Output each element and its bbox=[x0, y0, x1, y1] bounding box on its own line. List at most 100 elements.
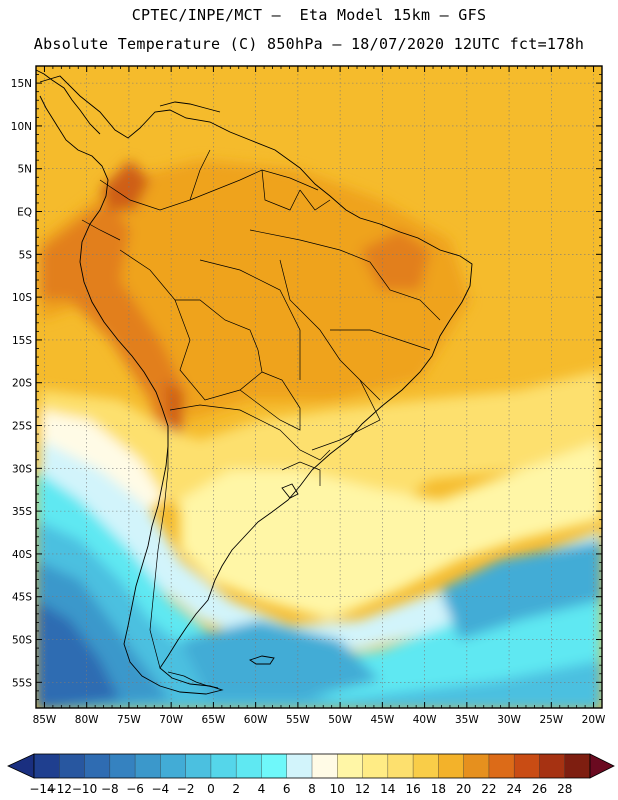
lon-label: 80W bbox=[75, 714, 99, 726]
colorbar-label: −2 bbox=[177, 782, 195, 796]
lon-label: 25W bbox=[539, 714, 563, 726]
colorbar-swatch bbox=[362, 754, 389, 778]
colorbar-label: 16 bbox=[405, 782, 420, 796]
colorbar-label: 0 bbox=[207, 782, 215, 796]
colorbar-label: 24 bbox=[507, 782, 522, 796]
colorbar-swatch bbox=[185, 754, 212, 778]
lagoa-dos-patos bbox=[281, 483, 299, 499]
lat-label: 50S bbox=[12, 635, 32, 647]
field-andes-hot2 bbox=[165, 380, 185, 440]
lat-label: EQ bbox=[17, 207, 32, 219]
border-guianas bbox=[261, 169, 331, 211]
border-venezuela-brazil bbox=[189, 169, 319, 201]
lat-label: 15N bbox=[11, 78, 32, 90]
lon-label: 75W bbox=[117, 714, 141, 726]
colorbar-swatch bbox=[438, 754, 464, 778]
field-cold-east bbox=[440, 540, 602, 640]
colorbar-label: −12 bbox=[47, 782, 72, 796]
lon-label: 55W bbox=[286, 714, 310, 726]
colorbar-swatch bbox=[135, 754, 161, 778]
temperature-field bbox=[36, 66, 602, 708]
colorbar-swatch bbox=[59, 754, 85, 778]
colorbar: −14−12 −10 −8 −6 −4 −2 0 2 4 6 8 10 12 14 16 18 20 22 24 26… bbox=[7, 753, 615, 796]
colorbar-swatch bbox=[261, 754, 288, 778]
colorbar-label: 6 bbox=[283, 782, 291, 796]
colorbar-swatch bbox=[413, 754, 439, 778]
colorbar-swatch bbox=[488, 754, 515, 778]
latitude-axis: 15N 10N 5N EQ 5S 10S 15S 20S 25S 30S 35S 40S 45S 50S 5… bbox=[11, 65, 602, 700]
colorbar-label: 8 bbox=[308, 782, 316, 796]
lat-label: 25S bbox=[12, 421, 32, 433]
colorbar-label: 28 bbox=[557, 782, 572, 796]
colorbar-swatch bbox=[109, 754, 136, 778]
central-america-coast bbox=[36, 69, 101, 135]
tierra-del-fuego bbox=[167, 671, 219, 689]
lon-label: 30W bbox=[497, 714, 521, 726]
field-colder bbox=[36, 520, 602, 708]
border-uruguay bbox=[281, 461, 321, 486]
lat-label: 15S bbox=[12, 335, 32, 347]
colorbar-label: 22 bbox=[481, 782, 496, 796]
border-brazil-states-1 bbox=[249, 229, 441, 321]
lon-label: 70W bbox=[159, 714, 183, 726]
colorbar-label: −8 bbox=[101, 782, 119, 796]
lon-label: 60W bbox=[244, 714, 268, 726]
field-ne-hot bbox=[360, 230, 430, 290]
border-paraguay bbox=[239, 371, 301, 431]
lat-label: 10S bbox=[12, 292, 32, 304]
field-andes-hottest bbox=[100, 160, 150, 210]
colorbar-label: −14 bbox=[29, 782, 54, 796]
colorbar-swatch bbox=[539, 754, 566, 778]
colorbar-swatch bbox=[564, 754, 591, 778]
colorbar-swatch bbox=[210, 754, 237, 778]
coastlines bbox=[36, 69, 473, 695]
lat-label: 45S bbox=[12, 592, 32, 604]
field-coldest2 bbox=[36, 600, 120, 708]
lat-label: 20S bbox=[12, 378, 32, 390]
colorbar-label: 12 bbox=[355, 782, 370, 796]
lat-label: 55S bbox=[12, 677, 32, 689]
caribbean-coast bbox=[159, 101, 221, 113]
colorbar-label: 20 bbox=[456, 782, 471, 796]
colorbar-label: −10 bbox=[72, 782, 97, 796]
colorbar-label: −6 bbox=[126, 782, 144, 796]
south-america-coast bbox=[39, 75, 473, 695]
map-subtitle: Absolute Temperature (C) 850hPa – 18/07/… bbox=[33, 35, 585, 53]
lat-label: 10N bbox=[11, 121, 32, 133]
border-brazil-states-2 bbox=[279, 259, 381, 401]
colorbar-low-arrow bbox=[7, 753, 35, 779]
colorbar-swatch bbox=[387, 754, 414, 778]
lat-label: 30S bbox=[12, 463, 32, 475]
colorbar-swatch bbox=[84, 754, 111, 778]
colorbar-label: −4 bbox=[152, 782, 170, 796]
border-argentina-chile bbox=[149, 430, 169, 669]
colorbar-swatch bbox=[236, 754, 262, 778]
border-argentina-north bbox=[169, 404, 331, 461]
plot-frame bbox=[35, 65, 603, 709]
colorbar-label: 2 bbox=[232, 782, 240, 796]
map-title: CPTEC/INPE/MCT – Eta Model 15km – GFS bbox=[131, 6, 487, 24]
border-brazil-states-4 bbox=[330, 329, 431, 351]
lat-label: 5N bbox=[17, 164, 32, 176]
lon-label: 65W bbox=[202, 714, 226, 726]
lon-label: 20W bbox=[582, 714, 606, 726]
colorbar-swatch bbox=[312, 754, 338, 778]
colorbar-swatch bbox=[34, 754, 60, 778]
colorbar-label: 26 bbox=[532, 782, 547, 796]
lat-label: 5S bbox=[19, 249, 33, 261]
falklands bbox=[248, 655, 275, 665]
border-brazil-states-5 bbox=[311, 379, 381, 451]
field-andes-hot bbox=[40, 200, 185, 470]
field-south-cold bbox=[180, 620, 380, 700]
lon-label: 50W bbox=[328, 714, 352, 726]
graticule bbox=[36, 66, 602, 708]
colorbar-label: 14 bbox=[380, 782, 395, 796]
field-subtropical bbox=[40, 370, 602, 560]
lat-label: 40S bbox=[12, 549, 32, 561]
longitude-axis: 85W 80W 75W 70W 65W 60W 55W 50W 45W 40W 35W 30W 25W 2… bbox=[33, 66, 606, 726]
colorbar-swatch bbox=[514, 754, 540, 778]
colorbar-swatch bbox=[463, 754, 490, 778]
border-peru-brazil bbox=[119, 249, 259, 351]
lon-label: 35W bbox=[455, 714, 479, 726]
colorbar-swatch bbox=[286, 754, 313, 778]
